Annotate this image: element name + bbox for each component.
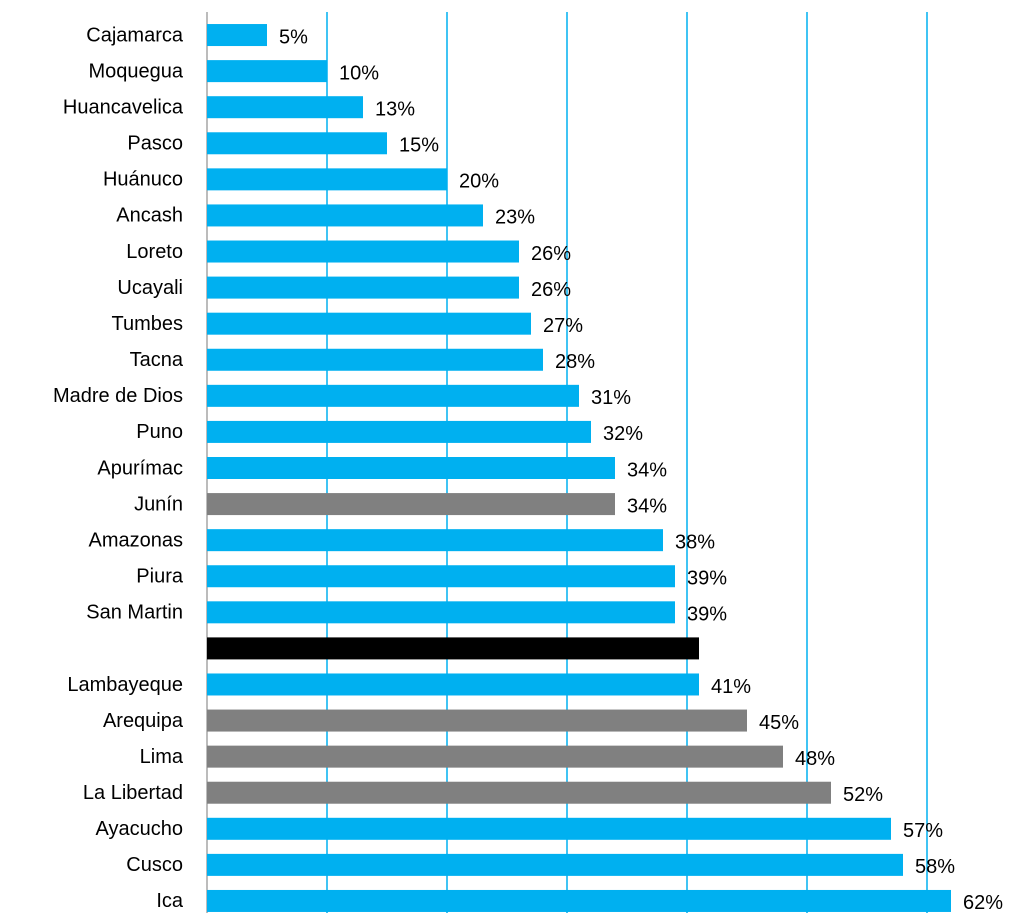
category-label: La Libertad — [83, 782, 183, 804]
bar — [207, 565, 675, 588]
bar — [207, 420, 591, 443]
category-label: Puno — [136, 421, 183, 443]
category-label: Ayacucho — [96, 818, 183, 840]
bar — [207, 529, 663, 552]
category-label: Loreto — [126, 241, 183, 263]
bar — [207, 96, 363, 119]
bar — [207, 240, 519, 263]
bar — [207, 132, 387, 155]
bar — [207, 60, 327, 83]
value-label: 10% — [339, 62, 379, 84]
category-label: Lima — [140, 746, 184, 768]
value-label: 31% — [591, 387, 631, 409]
bar — [207, 781, 831, 804]
value-label: 32% — [603, 423, 643, 445]
value-label: 45% — [759, 712, 799, 734]
value-label: 23% — [495, 207, 535, 229]
value-label: 48% — [795, 748, 835, 770]
category-label: Madre de Dios — [53, 385, 183, 407]
bar — [207, 384, 579, 407]
value-label: 34% — [627, 495, 667, 517]
value-label: 34% — [627, 459, 667, 481]
value-label: 20% — [459, 171, 499, 193]
category-label: Cajamarca — [86, 24, 184, 46]
value-label: 5% — [279, 26, 308, 48]
category-label: Amazonas — [89, 529, 184, 551]
value-label: 62% — [963, 892, 1003, 913]
category-label: Ancash — [116, 205, 183, 227]
category-label: Huánuco — [103, 169, 183, 191]
category-label: Ucayali — [117, 277, 183, 299]
value-label: 39% — [687, 604, 727, 626]
value-label: 15% — [399, 135, 439, 157]
category-label: Lambayeque — [67, 674, 183, 696]
value-label: 26% — [531, 243, 571, 265]
bar — [207, 853, 903, 876]
bar — [207, 204, 483, 227]
category-label: Junín — [134, 493, 183, 515]
value-label: 39% — [687, 568, 727, 590]
category-label: Piura — [136, 566, 184, 588]
bar — [207, 637, 699, 660]
category-label: Tacna — [130, 349, 184, 371]
value-label: 57% — [903, 820, 943, 842]
value-label: 52% — [843, 784, 883, 806]
bar — [207, 601, 675, 624]
bar — [207, 745, 783, 768]
value-label: 13% — [375, 98, 415, 120]
value-label: 41% — [711, 676, 751, 698]
category-label: Moquegua — [88, 60, 183, 82]
bar — [207, 24, 267, 47]
value-label: 26% — [531, 279, 571, 301]
value-label: 58% — [915, 856, 955, 878]
category-label: Pasco — [127, 133, 183, 155]
category-label: Arequipa — [103, 710, 184, 732]
bar — [207, 348, 543, 371]
bar — [207, 168, 447, 191]
category-label: San Martin — [86, 602, 183, 624]
bar — [207, 817, 891, 840]
bar — [207, 673, 699, 696]
bar — [207, 276, 519, 299]
category-label: Cusco — [126, 854, 183, 876]
category-label: Ica — [156, 890, 184, 912]
bar — [207, 709, 747, 732]
bar — [207, 312, 531, 335]
bar — [207, 889, 951, 912]
value-label: 38% — [675, 531, 715, 553]
category-label: Tumbes — [111, 313, 183, 335]
category-label: Apurímac — [97, 457, 183, 479]
bar — [207, 457, 615, 479]
category-label: Huancavelica — [63, 96, 184, 118]
value-label: 27% — [543, 315, 583, 337]
bar — [207, 493, 615, 516]
value-label: 28% — [555, 351, 595, 373]
